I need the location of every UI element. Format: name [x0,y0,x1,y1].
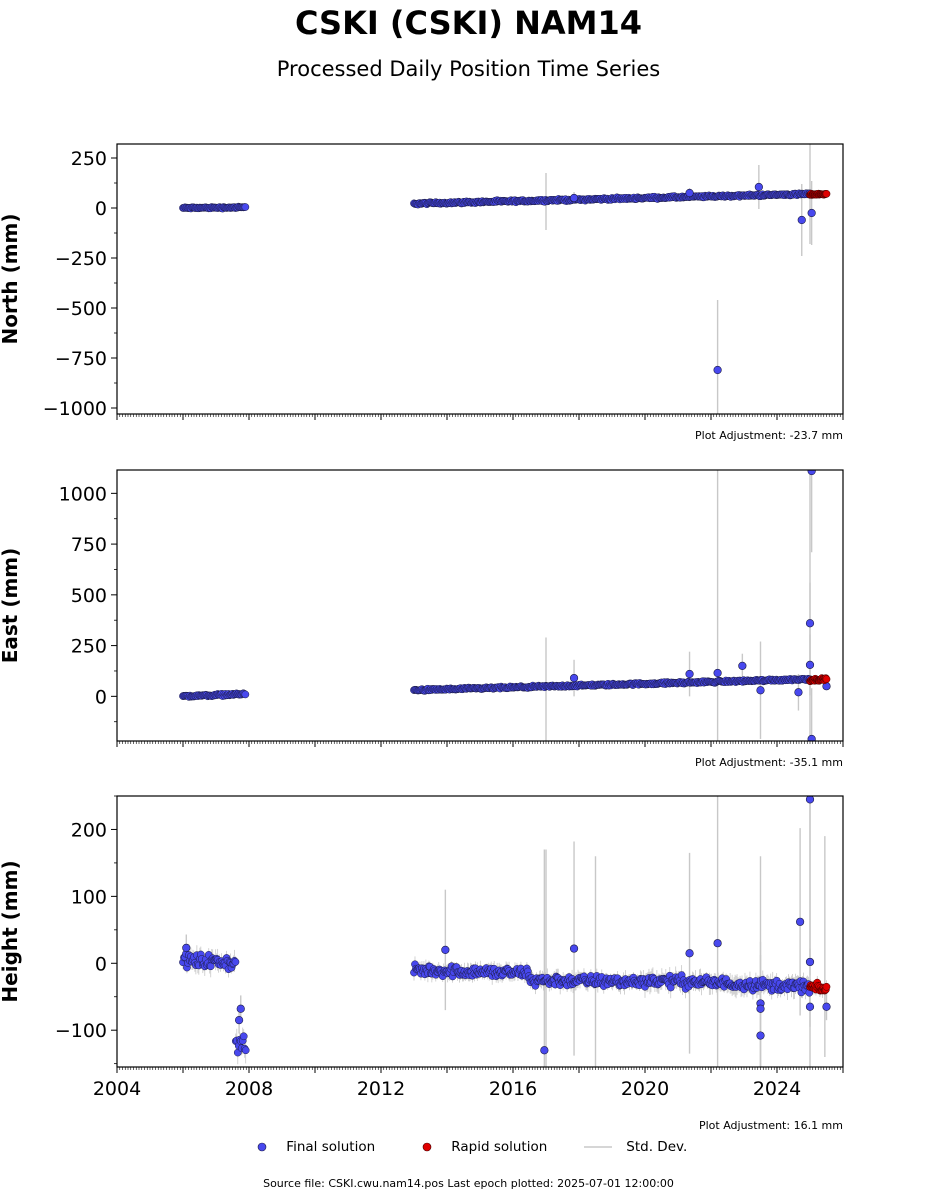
y-tick-label: 750 [71,534,107,556]
final-point-outlier [822,1002,831,1011]
final-point-outlier [569,944,579,953]
final-point-outlier [738,661,747,670]
y-axis-label: Height (mm) [0,860,22,1002]
y-tick-label: 250 [71,636,107,658]
legend-std-marker [584,1146,612,1148]
panel-3: 200 100 0 −100 2004 2008 2012 2016 2020 2024 Heigh… [0,795,844,1132]
x-tick-label: 2016 [489,1078,537,1100]
final-point-outlier [807,470,816,476]
final-point-outlier [685,669,694,679]
legend-rapid-marker [422,1142,432,1152]
final-point-outlier [713,939,722,948]
final-point-outlier [756,686,765,695]
panel-2: 1000 750 500 250 0 East (mm) Plot Adjustment: … [0,469,844,769]
y-tick-label: 250 [71,148,107,170]
y-tick-label: 0 [95,198,107,220]
y-tick-label: −750 [55,348,107,370]
final-point [241,203,250,211]
panel-2-data [179,470,831,741]
std-dev-bars [182,144,827,414]
final-point-outlier [797,215,806,225]
legend-rapid: Rapid solution [421,1136,547,1158]
legend-std-label: Std. Dev. [626,1139,688,1155]
panel-1-data [179,144,831,414]
legend-rapid-label: Rapid solution [451,1139,548,1155]
x-tick-label: 2004 [93,1078,141,1100]
final-point-outlier [235,1016,244,1025]
legend-std: Std. Dev. [584,1136,687,1158]
final-point-outlier [713,668,722,678]
final-point-outlier [182,943,191,952]
legend: Final solution Rapid solution Std. Dev. [0,1136,937,1158]
final-point-outlier [569,193,579,203]
final-point-outlier [794,688,803,697]
rapid-point [822,675,831,684]
y-tick-label: −1000 [43,398,107,420]
final-point-outlier [756,1004,765,1013]
final-point-outlier [236,1004,245,1013]
x-tick-label: 2020 [621,1078,669,1100]
panel-3-data [179,796,831,1067]
y-tick-label: −250 [55,248,107,270]
final-point [241,1046,250,1055]
final-point-outlier [805,660,815,669]
final-point-outlier [805,619,815,628]
y-tick-label: 200 [71,819,107,841]
chart-subtitle: Processed Daily Position Time Series [276,57,661,81]
y-axis-label: East (mm) [0,548,22,664]
rapid-solution-points [806,674,831,686]
final-point-outlier [754,182,763,192]
panel-frame [116,469,844,742]
final-point-outlier [807,734,816,741]
y-tick-label: 0 [95,953,107,975]
final-solution-points [179,182,816,375]
std-dev-bars [182,796,828,1067]
x-tick-label: 2008 [225,1078,273,1100]
panel-frame [116,795,844,1068]
final-point-outlier [805,1002,815,1011]
final-point-outlier [756,1031,765,1040]
y-tick-label: −100 [55,1020,107,1042]
rapid-point [822,189,831,198]
legend-final-marker [257,1142,267,1152]
final-solution-points [179,470,831,741]
rapid-solution-points [806,978,831,995]
rapid-solution-points [806,189,831,199]
legend-final: Final solution [256,1136,375,1158]
final-solution-points [179,796,831,1057]
std-dev-bars [182,470,828,741]
final-point-outlier [795,917,805,926]
final-point-outlier [441,945,450,955]
final-point [241,690,250,699]
plot-adjustment-note: Plot Adjustment: 16.1 mm [699,1119,843,1132]
panel-frame [116,143,844,415]
plot-adjustment-note: Plot Adjustment: -35.1 mm [695,756,843,769]
chart-title: CSKI (CSKI) NAM14 [294,4,643,42]
source-footer: Source file: CSKI.cwu.nam14.pos Last epo… [263,1177,674,1190]
plot-adjustment-note: Plot Adjustment: -23.7 mm [695,429,843,442]
final-point-outlier [685,188,694,198]
final-point [239,1032,248,1041]
final-point [231,958,240,966]
final-point-outlier [540,1046,549,1055]
final-point-outlier [713,365,722,375]
final-point-outlier [805,957,815,967]
x-tick-label: 2012 [357,1078,405,1100]
y-axis-label: North (mm) [0,213,22,344]
legend-final-label: Final solution [286,1139,376,1155]
y-tick-label: 0 [95,686,107,708]
final-point-outlier [807,208,816,218]
final-point-outlier [805,796,815,804]
y-tick-label: 100 [71,886,107,908]
rapid-point [822,982,831,991]
panel-1: 250 0 −250 −500 −750 −1000 North (mm) Plot Adju… [0,143,844,442]
y-tick-label: 1000 [59,483,107,505]
y-tick-label: −500 [55,298,107,320]
final-point-outlier [569,673,579,683]
y-tick-label: 500 [71,585,107,607]
final-point-outlier [685,949,694,958]
x-tick-label: 2024 [753,1078,801,1100]
